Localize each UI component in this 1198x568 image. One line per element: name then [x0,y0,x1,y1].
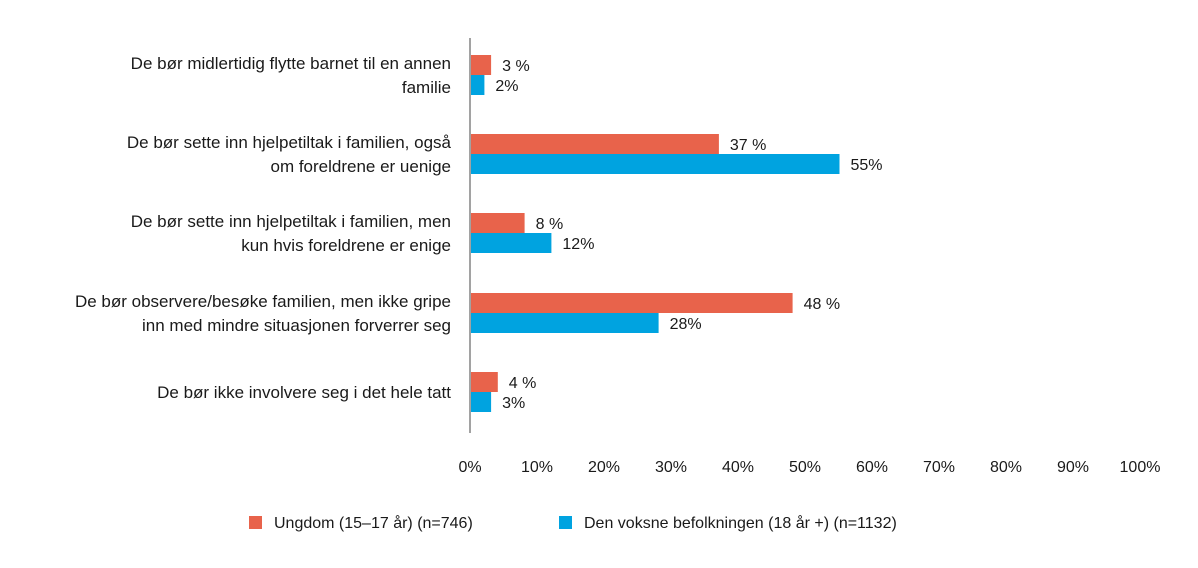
x-axis-ticks: 0% 10% 20% 30% 40% 50% 60% 70% 80% 90% 100% [458,459,1160,476]
category-label: De bør ikke involvere seg i det hele tat… [157,383,451,402]
x-tick-label: 30% [655,459,687,476]
category-label: De bør sette inn hjelpetiltak i familien… [131,212,451,255]
bar-voksne [471,313,659,333]
x-tick-label: 0% [458,459,481,476]
legend-label: Ungdom (15–17 år) (n=746) [274,514,473,532]
category-label-line: De bør ikke involvere seg i det hele tat… [157,383,451,402]
data-label: 12% [562,236,594,253]
bar-voksne [471,154,840,174]
x-tick-label: 90% [1057,459,1089,476]
data-label: 3 % [502,58,530,75]
data-label: 48 % [804,296,840,313]
legend-swatch [249,516,262,529]
category-label-line: De bør observere/besøke familien, men ik… [75,292,451,311]
legend-label: Den voksne befolkningen (18 år +) (n=113… [584,514,897,532]
x-tick-label: 20% [588,459,620,476]
value-labels: 3 % 2% 37 % 55% 8 % 12% 48 % 28% 4 % 3% [495,58,882,412]
x-tick-label: 40% [722,459,754,476]
bar-ungdom [471,55,492,75]
bar-ungdom [471,134,719,154]
bars [471,55,840,412]
category-label-line: De bør sette inn hjelpetiltak i familien… [127,133,452,152]
data-label: 28% [670,316,702,333]
bar-voksne [471,75,485,95]
bar-voksne [471,233,552,253]
x-tick-label: 100% [1120,459,1161,476]
category-label-line: De bør sette inn hjelpetiltak i familien… [131,212,451,231]
data-label: 3% [502,395,525,412]
category-label-line: inn med mindre situasjonen forverrer seg [142,316,451,335]
data-label: 2% [495,78,518,95]
category-label: De bør observere/besøke familien, men ik… [75,292,451,335]
x-tick-label: 80% [990,459,1022,476]
data-label: 37 % [730,137,766,154]
x-tick-label: 70% [923,459,955,476]
data-label: 55% [851,157,883,174]
x-tick-label: 10% [521,459,553,476]
bar-ungdom [471,213,525,233]
data-label: 8 % [536,216,564,233]
bar-voksne [471,392,492,412]
legend-swatch [559,516,572,529]
category-label-line: De bør midlertidig flytte barnet til en … [131,54,451,73]
x-tick-label: 50% [789,459,821,476]
category-labels: De bør midlertidig flytte barnet til en … [75,54,452,402]
category-label-line: familie [402,78,451,97]
category-label: De bør sette inn hjelpetiltak i familien… [127,133,452,176]
x-tick-label: 60% [856,459,888,476]
data-label: 4 % [509,375,537,392]
category-label: De bør midlertidig flytte barnet til en … [131,54,451,97]
bar-ungdom [471,372,498,392]
legend: Ungdom (15–17 år) (n=746) Den voksne befo… [249,514,897,532]
category-label-line: om foreldrene er uenige [270,157,451,176]
category-label-line: kun hvis foreldrene er enige [241,236,451,255]
bar-ungdom [471,293,793,313]
